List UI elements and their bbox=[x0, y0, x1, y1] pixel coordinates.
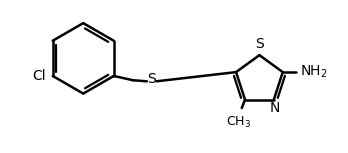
Text: N: N bbox=[270, 101, 280, 115]
Text: S: S bbox=[147, 72, 156, 86]
Text: CH$_3$: CH$_3$ bbox=[226, 114, 251, 130]
Text: Cl: Cl bbox=[33, 69, 46, 83]
Text: NH$_2$: NH$_2$ bbox=[300, 64, 327, 80]
Text: S: S bbox=[255, 37, 264, 51]
